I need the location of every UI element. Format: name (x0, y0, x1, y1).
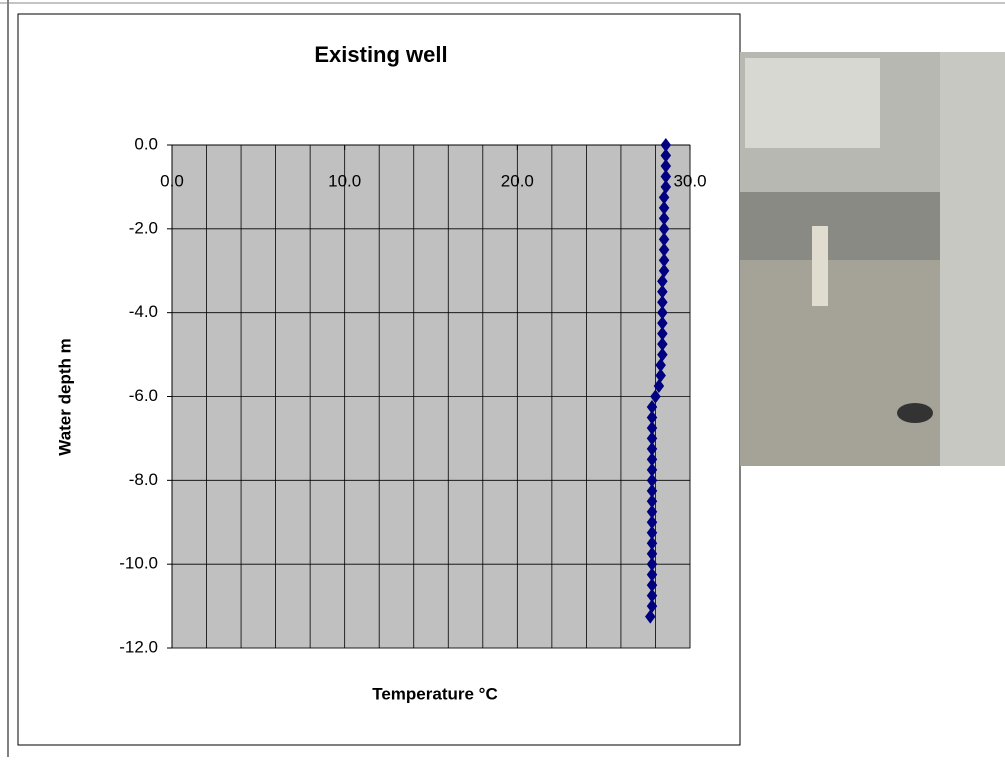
x-tick-label: 0.0 (160, 171, 184, 190)
y-tick-label: -4.0 (129, 302, 158, 321)
chart: Existing well Temperature °C Water depth… (0, 0, 1005, 757)
x-tick-label: 10.0 (328, 171, 361, 190)
y-axis-label: Water depth m (55, 338, 74, 455)
y-tick-label: -2.0 (129, 218, 158, 237)
x-axis-label: Temperature °C (372, 684, 498, 703)
y-tick-label: 0.0 (134, 134, 158, 153)
y-tick-label: -8.0 (129, 470, 158, 489)
y-tick-label: -10.0 (119, 554, 158, 573)
x-tick-label: 20.0 (501, 171, 534, 190)
photo (740, 52, 1005, 466)
x-tick-label: 30.0 (673, 171, 706, 190)
chart-title: Existing well (314, 42, 447, 67)
y-tick-label: -6.0 (129, 386, 158, 405)
y-tick-label: -12.0 (119, 637, 158, 656)
page: Existing well Temperature °C Water depth… (0, 0, 1005, 757)
